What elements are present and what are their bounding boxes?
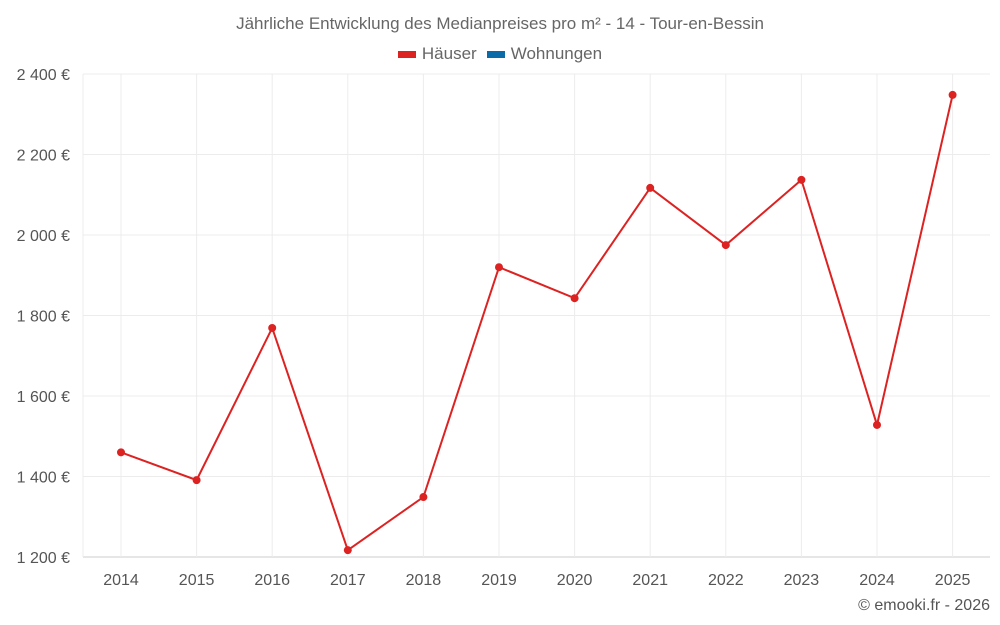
- y-tick-label: 1 800 €: [17, 309, 70, 326]
- data-point: [192, 476, 201, 485]
- data-point: [797, 175, 806, 184]
- x-tick-label: 2017: [330, 572, 366, 589]
- credit-text: © emooki.fr - 2026: [858, 597, 990, 614]
- x-tick-label: 2024: [859, 572, 895, 589]
- x-tick-label: 2015: [179, 572, 215, 589]
- legend-swatch-wohnungen: [486, 50, 505, 58]
- x-tick-label: 2022: [708, 572, 744, 589]
- legend-label: Häuser: [421, 44, 477, 63]
- data-point: [268, 323, 277, 332]
- y-tick-label: 2 400 €: [17, 67, 70, 84]
- x-tick-label: 2021: [632, 572, 668, 589]
- x-tick-label: 2020: [557, 572, 593, 589]
- chart-title: Jährliche Entwicklung des Medianpreises …: [236, 14, 764, 33]
- x-tick-label: 2018: [406, 572, 442, 589]
- legend: Häuser Wohnungen: [0, 44, 1000, 64]
- data-point: [721, 241, 730, 250]
- x-tick-label: 2019: [481, 572, 517, 589]
- x-tick-label: 2016: [254, 572, 290, 589]
- y-tick-label: 2 000 €: [17, 228, 70, 245]
- legend-swatch-haeuser: [397, 50, 416, 58]
- x-tick-label: 2025: [935, 572, 971, 589]
- y-tick-label: 2 200 €: [17, 148, 70, 165]
- data-point: [495, 263, 503, 272]
- data-point: [419, 493, 428, 502]
- y-tick-label: 1 400 €: [17, 470, 70, 487]
- series-line-haeuser: [120, 94, 954, 552]
- y-tick-label: 1 600 €: [17, 389, 70, 406]
- data-point: [570, 294, 579, 303]
- legend-item-haeuser[interactable]: Häuser: [397, 44, 477, 64]
- data-point: [948, 90, 957, 99]
- y-tick-label: 1 200 €: [17, 550, 70, 567]
- legend-label: Wohnungen: [510, 44, 603, 63]
- data-point: [343, 546, 352, 555]
- x-tick-label: 2014: [103, 572, 139, 589]
- x-tick-label: 2023: [784, 572, 820, 589]
- data-point: [117, 448, 125, 457]
- data-point: [873, 420, 881, 429]
- legend-item-wohnungen[interactable]: Wohnungen: [486, 44, 603, 64]
- data-point: [646, 183, 655, 192]
